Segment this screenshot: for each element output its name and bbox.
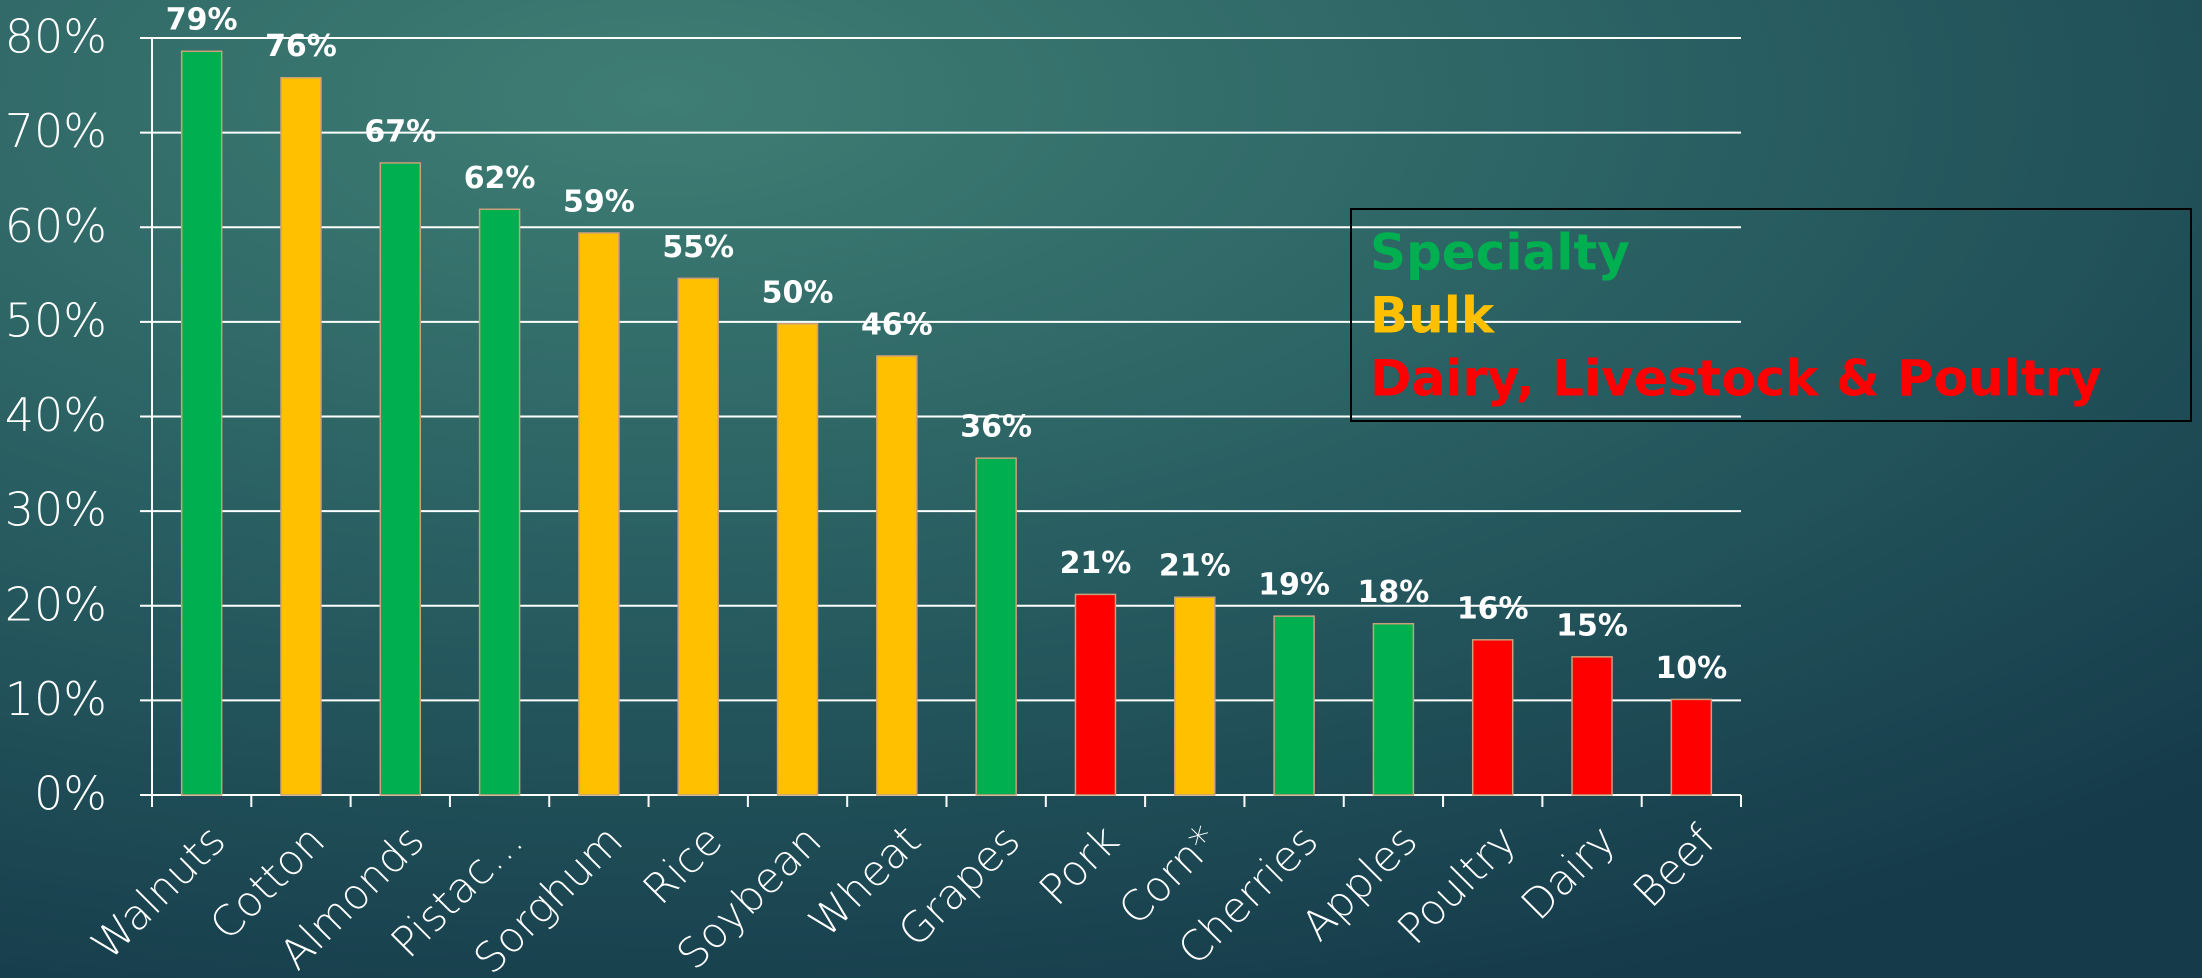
- value-label: 79%: [166, 3, 238, 38]
- value-label: 46%: [861, 307, 933, 342]
- y-tick-label: 50%: [5, 293, 107, 347]
- bar: [1471, 639, 1514, 796]
- y-tick-label: 30%: [5, 483, 107, 537]
- y-tick-label: 80%: [5, 10, 107, 64]
- y-tick-label: 20%: [5, 577, 107, 631]
- y-tick-label: 60%: [5, 199, 107, 253]
- value-label: 50%: [762, 275, 834, 310]
- bar: [280, 76, 322, 796]
- value-label: 21%: [1159, 549, 1231, 584]
- value-label: 16%: [1457, 591, 1529, 626]
- value-label: 67%: [364, 114, 436, 149]
- y-tick-label: 0%: [34, 767, 107, 821]
- value-label: 18%: [1358, 575, 1430, 610]
- bar: [776, 323, 819, 796]
- value-label: 15%: [1556, 608, 1628, 643]
- legend-label: Dairy, Livestock & Poultry: [1370, 350, 2102, 408]
- y-tick-label: 40%: [5, 388, 107, 442]
- bar: [1571, 656, 1613, 796]
- bar: [1372, 622, 1415, 796]
- y-tick-label: 10%: [5, 672, 107, 726]
- bar: [975, 457, 1017, 796]
- value-label: 55%: [662, 230, 734, 265]
- y-tick-label: 70%: [5, 104, 107, 158]
- bar: [578, 232, 620, 796]
- bar: [1670, 698, 1713, 796]
- bar: [180, 50, 223, 796]
- bar: [876, 355, 918, 796]
- bar: [1273, 615, 1315, 796]
- value-label: 36%: [960, 410, 1032, 445]
- legend-box: [1350, 208, 2192, 422]
- legend-label: Specialty: [1370, 224, 1630, 282]
- value-label: 21%: [1060, 546, 1132, 581]
- bar: [1074, 593, 1117, 796]
- value-label: 62%: [464, 161, 536, 196]
- value-label: 59%: [563, 184, 635, 219]
- value-label: 10%: [1655, 651, 1727, 686]
- value-label: 19%: [1258, 568, 1330, 603]
- bar: [1174, 596, 1216, 796]
- value-label: 76%: [265, 29, 337, 64]
- bar: [677, 277, 719, 796]
- bar: [478, 208, 521, 796]
- legend-label: Bulk: [1370, 287, 1496, 345]
- bar: [379, 162, 422, 796]
